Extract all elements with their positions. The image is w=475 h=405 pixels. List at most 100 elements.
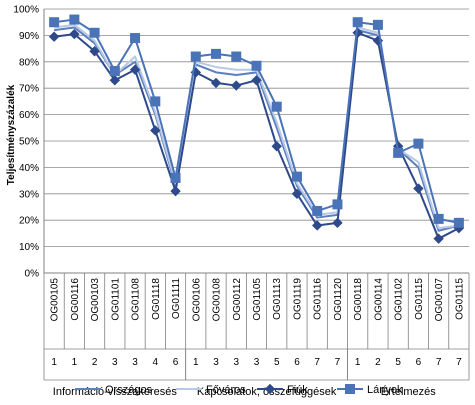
legend-label: Főváros: [206, 384, 246, 396]
x-level-label: 2: [92, 357, 98, 368]
series-lines: [48, 14, 465, 244]
data-point: [89, 46, 100, 57]
data-point: [109, 66, 120, 77]
x-level-label: 1: [72, 357, 78, 368]
legend: Országos Főváros Fiúk Lányok: [75, 383, 403, 396]
x-level-label: 3: [112, 357, 118, 368]
data-point: [433, 233, 444, 244]
data-point: [150, 96, 161, 107]
x-level-label: 1: [193, 357, 199, 368]
x-level-label: 4: [153, 357, 159, 368]
y-tick-label: 100%: [13, 5, 39, 16]
data-point: [352, 27, 363, 38]
x-category-label: OG01101: [110, 278, 121, 321]
x-group-label: Értelmezés: [381, 385, 437, 398]
data-point: [332, 199, 343, 210]
gridlines: [44, 8, 469, 274]
x-level-label: 6: [173, 357, 179, 368]
legend-item: Fiúk: [257, 383, 308, 396]
x-level-label: 2: [375, 357, 381, 368]
data-point: [312, 205, 323, 216]
y-tick-label: 0%: [25, 269, 40, 280]
data-point: [210, 77, 222, 89]
x-category-label: OG01119: [292, 278, 303, 320]
series-fiuk: [48, 27, 465, 244]
x-level-label: 1: [51, 357, 57, 368]
data-point: [170, 172, 181, 183]
series-fovaros: [53, 23, 460, 230]
y-tick-label: 40%: [19, 163, 39, 174]
x-category-label: OG01108: [131, 278, 142, 321]
data-point: [150, 125, 161, 136]
data-point: [433, 213, 444, 224]
data-point: [190, 51, 201, 62]
data-point: [352, 17, 363, 28]
x-level-label: 7: [335, 357, 341, 368]
legend-item: Országos: [75, 384, 153, 396]
y-tick-label: 30%: [19, 189, 39, 200]
data-point: [251, 75, 262, 86]
x-level-label: 7: [436, 357, 442, 368]
data-point: [372, 19, 383, 30]
data-point: [291, 188, 303, 200]
data-point: [49, 17, 60, 28]
data-point: [69, 28, 80, 40]
data-point: [251, 60, 262, 71]
y-tick-label: 10%: [19, 242, 39, 253]
x-category-label: OG00118: [353, 278, 364, 321]
x-level-label: 3: [233, 357, 239, 368]
x-category-label: OG00114: [373, 278, 384, 321]
x-category-label: OG01105: [252, 278, 263, 321]
data-point: [231, 51, 242, 62]
y-tick-label: 80%: [19, 57, 39, 68]
data-point: [291, 171, 302, 182]
y-axis-title: Teljesítményszázalék: [6, 84, 17, 185]
x-category-label: OG00108: [212, 278, 223, 322]
series-orszagos: [53, 26, 460, 232]
x-category-label: OG01102: [394, 278, 405, 321]
x-category-label: OG01113: [272, 278, 283, 320]
data-point: [69, 14, 80, 25]
x-category-label: OG00106: [191, 278, 202, 322]
legend-label: Országos: [105, 384, 153, 396]
axis-labels: 0% 10% 20% 30% 40% 50% 60% 70% 80% 90% 100% OG00105…: [13, 5, 465, 405]
data-point: [231, 80, 242, 91]
x-level-label: 1: [355, 357, 361, 368]
data-point: [271, 141, 282, 152]
data-point: [312, 220, 323, 231]
x-level-label: 3: [213, 357, 219, 368]
data-point: [413, 183, 424, 194]
series-lanyok: [49, 14, 464, 228]
x-level-label: 7: [314, 357, 320, 368]
x-category-label: OG00112: [232, 278, 243, 321]
data-point: [129, 64, 141, 75]
x-level-label: 3: [254, 357, 260, 368]
y-tick-label: 50%: [19, 137, 39, 148]
x-category-label: OG01118: [151, 278, 162, 320]
legend-label: Fiúk: [287, 384, 308, 396]
x-category-label: OG01111: [171, 278, 182, 320]
legend-item: Főváros: [176, 384, 246, 396]
x-category-label: OG01115: [454, 278, 465, 320]
axes: [43, 9, 470, 381]
data-point: [130, 33, 141, 44]
legend-item: Lányok: [337, 384, 403, 396]
legend-label: Lányok: [367, 384, 403, 396]
x-category-label: OG01120: [333, 278, 344, 321]
data-point: [413, 138, 424, 149]
data-point: [393, 147, 404, 158]
x-level-label: 6: [416, 357, 422, 368]
data-point: [89, 27, 100, 38]
y-tick-label: 90%: [19, 31, 39, 42]
x-category-label: OG01115: [414, 278, 425, 320]
data-point: [48, 31, 60, 42]
data-point: [453, 217, 464, 228]
x-level-label: 3: [132, 357, 138, 368]
x-category-label: OG00103: [90, 278, 101, 322]
y-tick-label: 70%: [19, 84, 39, 95]
x-category-label: OG00116: [70, 278, 81, 321]
y-tick-label: 20%: [19, 216, 39, 227]
x-category-label: OG01116: [313, 278, 324, 320]
